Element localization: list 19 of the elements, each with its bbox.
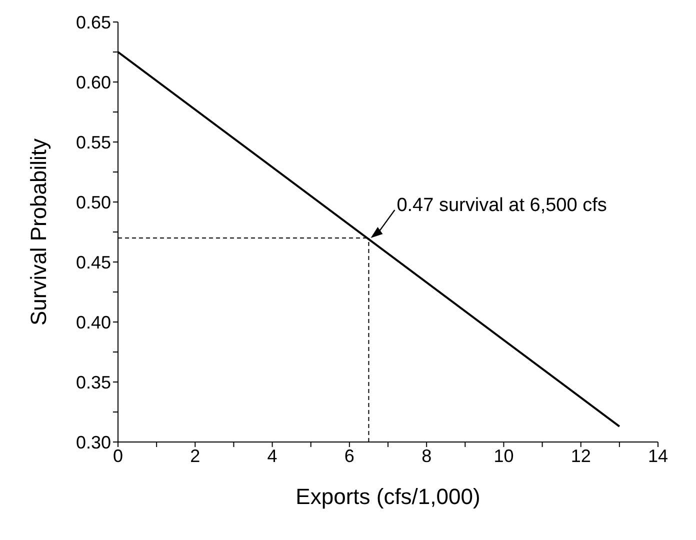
annotation: 0.47 survival at 6,500 cfs (396, 195, 607, 216)
x-axis-title: Exports (cfs/1,000) (296, 484, 480, 509)
y-tick-label: 0.65 (76, 12, 111, 32)
y-tick-label: 0.45 (76, 252, 111, 272)
y-tick-label: 0.40 (76, 312, 111, 332)
x-tick-label: 6 (344, 446, 354, 466)
x-tick-label: 12 (570, 446, 591, 466)
x-tick-label: 10 (494, 446, 514, 466)
y-tick-label: 0.55 (76, 132, 111, 152)
x-tick-label: 0 (112, 446, 124, 466)
x-tick-label: 14 (648, 446, 668, 466)
x-tick-label: 4 (267, 446, 278, 466)
x-tick-label: 8 (422, 446, 432, 466)
x-tick-label: 2 (190, 446, 200, 466)
y-tick-label: 0.50 (76, 192, 111, 212)
y-tick-label: 0.60 (76, 72, 111, 92)
y-tick-label: 0.35 (76, 372, 111, 392)
y-axis-title: Survival Probability (26, 138, 51, 326)
y-tick-label: 0.30 (76, 432, 111, 452)
